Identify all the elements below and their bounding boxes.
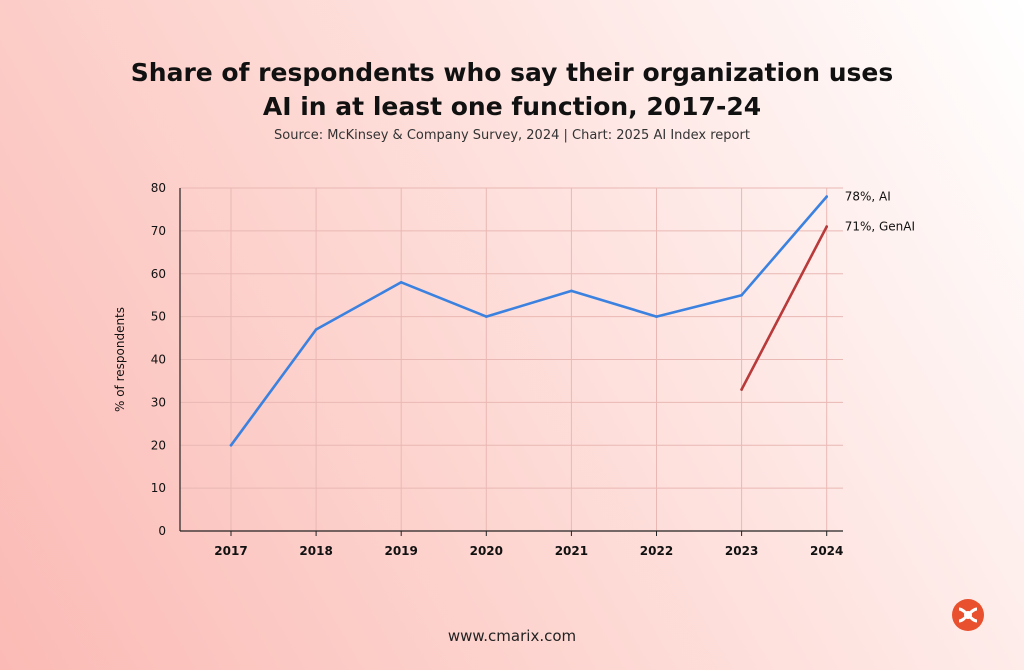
data-point: [655, 315, 658, 318]
series-line-0: [229, 195, 829, 447]
y-tick-label: 60: [151, 267, 166, 281]
chart-axes: [179, 188, 843, 536]
chart-title: Share of respondents who say their organ…: [0, 56, 1024, 124]
chart-grid: [180, 187, 843, 531]
x-tick-label: 2022: [640, 544, 673, 558]
x-tick-label: 2024: [810, 544, 843, 558]
data-point: [485, 315, 488, 318]
series-end-label: 71%, GenAI: [845, 220, 915, 234]
cmarix-logo-icon: [952, 599, 984, 631]
data-point: [570, 289, 573, 293]
y-tick-label: 50: [151, 310, 166, 324]
series-end-label: 78%, AI: [845, 190, 891, 204]
data-point: [399, 281, 403, 284]
series-line-1: [740, 225, 829, 391]
y-tick-label: 80: [151, 181, 166, 195]
x-tick-label: 2021: [555, 544, 588, 558]
x-tick-label: 2023: [725, 544, 758, 558]
x-tick-label: 2018: [299, 544, 332, 558]
y-tick-label: 0: [158, 524, 166, 538]
y-tick-label: 20: [151, 438, 166, 452]
x-tick-label: 2017: [214, 544, 247, 558]
y-tick-label: 70: [151, 224, 166, 238]
chart-title-line-1: Share of respondents who say their organ…: [130, 58, 894, 87]
data-point: [740, 293, 743, 297]
y-axis-label: % of respondents: [113, 307, 127, 412]
data-point: [314, 328, 318, 331]
chart-subtitle: Source: McKinsey & Company Survey, 2024 …: [274, 128, 750, 143]
y-tick-label: 40: [151, 353, 166, 367]
data-point: [740, 388, 743, 391]
chart-series: [229, 195, 829, 447]
data-point: [825, 195, 828, 198]
x-tick-labels: 2017 2018 2019 2020 2021 2022 2023 2024: [214, 544, 843, 558]
y-tick-label: 10: [151, 481, 166, 495]
y-tick-labels: 0 10 20 30 40 50 60 70 80: [151, 181, 166, 538]
y-tick-label: 30: [151, 395, 166, 409]
data-point: [825, 225, 828, 228]
x-tick-label: 2019: [384, 544, 417, 558]
data-point: [229, 443, 233, 447]
footer-website-link[interactable]: www.cmarix.com: [447, 627, 577, 645]
series-end-labels: 78%, AI 71%, GenAI: [845, 190, 915, 234]
chart-title-line-2: AI in at least one function, 2017-24: [262, 92, 762, 121]
x-tick-label: 2020: [470, 544, 503, 558]
